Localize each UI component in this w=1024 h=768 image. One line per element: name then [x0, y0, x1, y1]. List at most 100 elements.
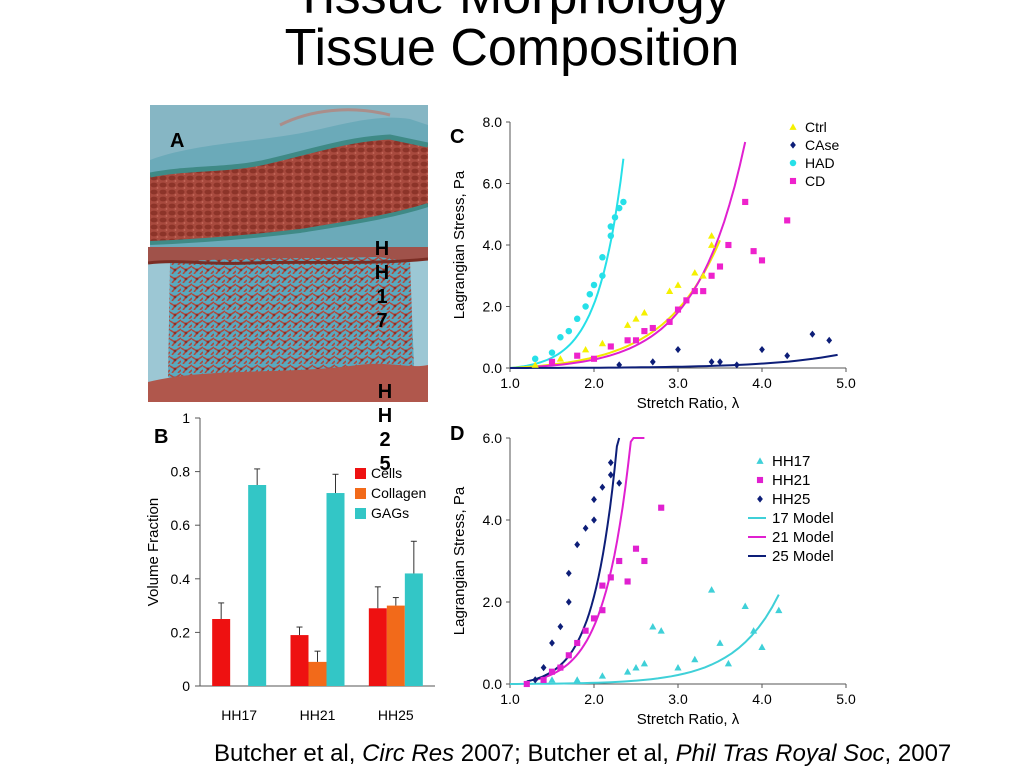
- data-point: [599, 272, 606, 279]
- data-point: [599, 483, 606, 491]
- x-tick-label: 3.0: [668, 375, 688, 391]
- histology-photo-hh25: [148, 247, 428, 402]
- legend-marker: [789, 177, 797, 185]
- data-point: [540, 664, 547, 672]
- legend-label: HH21: [772, 472, 810, 489]
- bar: [308, 661, 327, 686]
- data-point: [611, 214, 619, 221]
- x-axis-label: Stretch Ratio, λ: [637, 711, 740, 728]
- y-tick-label: 4.0: [483, 237, 503, 253]
- data-point: [809, 330, 816, 338]
- legend-label: CAse: [805, 137, 839, 153]
- data-point: [573, 676, 581, 683]
- data-point: [758, 643, 766, 650]
- data-point: [565, 569, 572, 577]
- data-point: [683, 297, 690, 304]
- y-tick-label: 8.0: [483, 114, 503, 130]
- stage-label-char: 1: [376, 286, 388, 308]
- data-point: [758, 257, 766, 264]
- data-point: [632, 315, 640, 322]
- x-tick-label: 2.0: [584, 375, 604, 391]
- x-tick-label: 1.0: [500, 375, 520, 391]
- y-tick-label: 6.0: [483, 176, 503, 192]
- x-tick-label: 5.0: [836, 691, 856, 707]
- data-point: [708, 358, 715, 366]
- data-point: [674, 664, 682, 671]
- data-point: [557, 334, 564, 341]
- x-tick-label: 3.0: [668, 691, 688, 707]
- bar: [326, 493, 345, 686]
- data-point: [632, 337, 640, 344]
- data-point: [582, 627, 589, 634]
- data-point: [591, 516, 597, 524]
- fit-curve: [510, 594, 780, 685]
- legend-marker: [790, 141, 796, 149]
- y-tick-label: 0.4: [171, 571, 191, 587]
- legend-label: Collagen: [371, 485, 426, 501]
- data-point: [616, 557, 623, 565]
- data-point: [582, 303, 589, 310]
- data-point: [632, 664, 640, 671]
- data-point: [620, 198, 627, 206]
- legend-label: CD: [805, 173, 825, 189]
- bar: [290, 635, 309, 686]
- data-point: [582, 524, 589, 532]
- data-point: [557, 664, 564, 671]
- legend-marker: [757, 495, 763, 503]
- data-point: [582, 345, 590, 353]
- x-axis-label: Stretch Ratio, λ: [637, 395, 740, 412]
- data-point: [598, 672, 606, 679]
- data-point: [784, 217, 791, 224]
- fit-curve: [535, 141, 747, 368]
- data-point: [717, 358, 723, 366]
- slide-title-line2: Tissue Composition: [284, 19, 740, 77]
- legend-marker: [756, 457, 764, 464]
- data-point: [658, 504, 665, 511]
- stage-label-char: 2: [379, 429, 391, 451]
- data-point: [565, 327, 573, 335]
- fit-curve: [526, 437, 621, 683]
- data-point: [599, 254, 606, 261]
- data-point: [590, 355, 598, 362]
- data-point: [641, 557, 648, 565]
- x-tick-label: 1.0: [500, 691, 520, 707]
- data-point: [556, 355, 564, 362]
- legend-swatch: [355, 488, 366, 499]
- data-point: [557, 623, 564, 631]
- data-point: [741, 602, 749, 609]
- data-point: [691, 288, 698, 295]
- stage-label-char: H: [374, 262, 390, 284]
- data-point: [607, 459, 614, 467]
- data-point: [750, 248, 757, 255]
- data-point: [624, 578, 631, 585]
- y-axis-label: Lagrangian Stress, Pa: [451, 170, 468, 319]
- data-point: [565, 652, 572, 659]
- data-point: [590, 281, 598, 289]
- y-tick-label: 0: [182, 678, 190, 694]
- stage-label-char: H: [377, 405, 393, 427]
- bar: [212, 619, 231, 686]
- data-point: [675, 345, 681, 354]
- data-point: [733, 361, 740, 369]
- data-point: [598, 339, 606, 347]
- x-tick-label: HH21: [300, 707, 336, 723]
- data-point: [674, 281, 682, 288]
- legend-marker: [756, 476, 764, 484]
- fit-curve: [509, 158, 625, 369]
- legend-marker: [789, 123, 797, 130]
- data-point: [574, 639, 581, 647]
- data-point: [565, 598, 572, 606]
- data-point: [573, 315, 581, 323]
- data-point: [591, 495, 597, 504]
- data-point: [632, 545, 640, 552]
- data-point: [657, 627, 665, 634]
- histology-photo-hh17: [150, 105, 428, 247]
- y-tick-label: 6.0: [483, 430, 503, 446]
- slide-title-line1: Tissue Morphology: [0, 0, 1024, 22]
- stage-label-char: 5: [379, 453, 391, 475]
- data-point: [699, 272, 707, 279]
- y-tick-label: 0.0: [483, 360, 503, 376]
- bar: [248, 485, 267, 686]
- y-tick-label: 4.0: [483, 512, 503, 528]
- panel-letter-b: B: [154, 426, 169, 448]
